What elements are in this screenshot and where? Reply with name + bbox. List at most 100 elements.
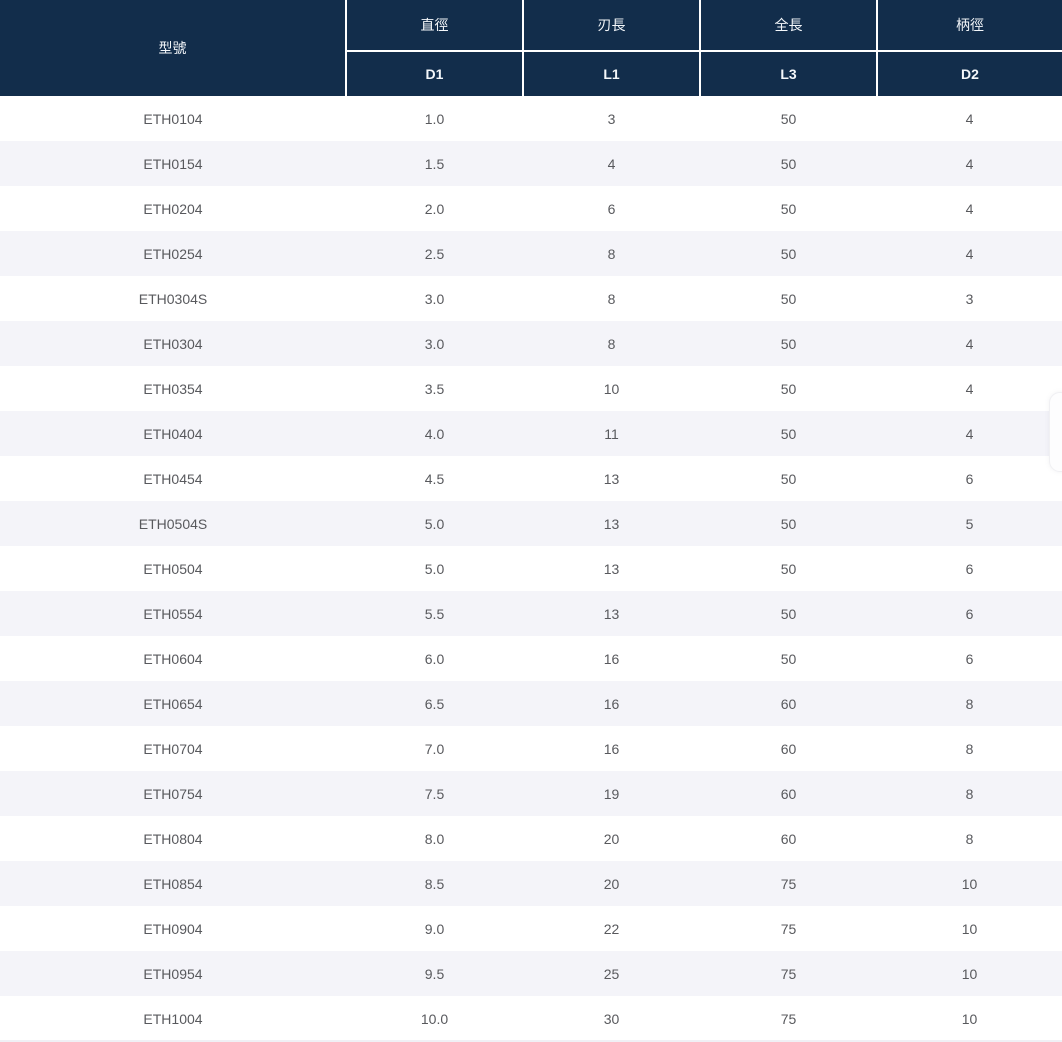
table-cell: 16 — [523, 636, 700, 681]
column-header-shank-diameter: 柄徑 — [877, 0, 1062, 52]
edge-scroll-handle[interactable] — [1049, 392, 1062, 472]
table-row: ETH0604 6.0 16 50 6 — [0, 636, 1062, 681]
table-cell: ETH0304 — [0, 321, 346, 366]
table-cell: 16 — [523, 681, 700, 726]
table-cell: 4.5 — [346, 456, 523, 501]
table-cell: 9.5 — [346, 951, 523, 996]
table-cell: ETH0404 — [0, 411, 346, 456]
table-cell: 4 — [877, 411, 1062, 456]
table-cell: 5.0 — [346, 501, 523, 546]
table-cell: ETH0104 — [0, 96, 346, 141]
table-cell: 1.0 — [346, 96, 523, 141]
table-cell: ETH0954 — [0, 951, 346, 996]
table-cell: 10 — [523, 366, 700, 411]
table-cell: 3.5 — [346, 366, 523, 411]
table-cell: ETH0704 — [0, 726, 346, 771]
table-cell: ETH0204 — [0, 186, 346, 231]
table-cell: ETH0304S — [0, 276, 346, 321]
table-cell: 8 — [877, 816, 1062, 861]
table-cell: 4 — [523, 141, 700, 186]
table-cell: ETH0504S — [0, 501, 346, 546]
table-cell: ETH0504 — [0, 546, 346, 591]
table-cell: 7.0 — [346, 726, 523, 771]
table-cell: 1.5 — [346, 141, 523, 186]
table-cell: 22 — [523, 906, 700, 951]
table-cell: 8 — [877, 726, 1062, 771]
column-subheader-l3: L3 — [700, 51, 878, 96]
table-row: ETH0204 2.0 6 50 4 — [0, 186, 1062, 231]
table-cell: 7.5 — [346, 771, 523, 816]
table-cell: 4 — [877, 141, 1062, 186]
table-cell: 75 — [700, 906, 877, 951]
table-row: ETH0804 8.0 20 60 8 — [0, 816, 1062, 861]
table-cell: ETH0604 — [0, 636, 346, 681]
table-cell: 50 — [700, 321, 877, 366]
table-cell: 50 — [700, 231, 877, 276]
table-cell: 9.0 — [346, 906, 523, 951]
table-cell: 8.0 — [346, 816, 523, 861]
table-cell: 3 — [877, 276, 1062, 321]
table-row: ETH0754 7.5 19 60 8 — [0, 771, 1062, 816]
table-cell: ETH0354 — [0, 366, 346, 411]
table-row: ETH0304S 3.0 8 50 3 — [0, 276, 1062, 321]
table-cell: 6 — [877, 636, 1062, 681]
column-header-diameter: 直徑 — [346, 0, 524, 52]
table-header: 型號 直徑 刃長 全長 柄徑 D1 L1 L3 D2 — [0, 0, 1062, 96]
table-cell: 6 — [877, 546, 1062, 591]
table-cell: 4 — [877, 366, 1062, 411]
table-row: ETH0254 2.5 8 50 4 — [0, 231, 1062, 276]
table-cell: 50 — [700, 276, 877, 321]
table-cell: 50 — [700, 591, 877, 636]
table-cell: 5.0 — [346, 546, 523, 591]
table-cell: 8 — [523, 231, 700, 276]
table-cell: 50 — [700, 456, 877, 501]
table-row: ETH0954 9.5 25 75 10 — [0, 951, 1062, 996]
table-cell: 60 — [700, 726, 877, 771]
table-cell: 5.5 — [346, 591, 523, 636]
table-cell: 11 — [523, 411, 700, 456]
table-row: ETH0654 6.5 16 60 8 — [0, 681, 1062, 726]
column-subheader-l1: L1 — [523, 51, 701, 96]
table-cell: 6.5 — [346, 681, 523, 726]
table-cell: 50 — [700, 636, 877, 681]
table-cell: 2.0 — [346, 186, 523, 231]
table-cell: 4 — [877, 186, 1062, 231]
table-cell: 50 — [700, 186, 877, 231]
table-cell: 6 — [877, 456, 1062, 501]
table-row: ETH0104 1.0 3 50 4 — [0, 96, 1062, 141]
table-cell: ETH0154 — [0, 141, 346, 186]
column-header-overall-length: 全長 — [700, 0, 878, 52]
table-cell: 10 — [877, 996, 1062, 1041]
table-cell: 75 — [700, 996, 877, 1041]
table-cell: 6 — [877, 591, 1062, 636]
table-cell: 19 — [523, 771, 700, 816]
table-cell: 10 — [877, 951, 1062, 996]
table-cell: 60 — [700, 681, 877, 726]
table-cell: 4 — [877, 231, 1062, 276]
table-row: ETH0304 3.0 8 50 4 — [0, 321, 1062, 366]
table-cell: 50 — [700, 411, 877, 456]
table-cell: 30 — [523, 996, 700, 1041]
table-cell: ETH0754 — [0, 771, 346, 816]
table-cell: 5 — [877, 501, 1062, 546]
table-row: ETH0854 8.5 20 75 10 — [0, 861, 1062, 906]
table-cell: 10.0 — [346, 996, 523, 1041]
table-row: ETH0404 4.0 11 50 4 — [0, 411, 1062, 456]
table-cell: 16 — [523, 726, 700, 771]
table-cell: 60 — [700, 816, 877, 861]
table-cell: ETH0854 — [0, 861, 346, 906]
table-cell: 4 — [877, 96, 1062, 141]
table-row: ETH0154 1.5 4 50 4 — [0, 141, 1062, 186]
table-cell: 50 — [700, 366, 877, 411]
table-cell: 8.5 — [346, 861, 523, 906]
table-cell: 4.0 — [346, 411, 523, 456]
table-row: ETH0504 5.0 13 50 6 — [0, 546, 1062, 591]
table-cell: 13 — [523, 546, 700, 591]
table-cell: ETH0254 — [0, 231, 346, 276]
table-cell: ETH0904 — [0, 906, 346, 951]
table-body: ETH0104 1.0 3 50 4 ETH0154 1.5 4 50 4 ETH0204 2.0 6 5… — [0, 96, 1062, 1041]
table-cell: 20 — [523, 861, 700, 906]
table-cell: 3 — [523, 96, 700, 141]
